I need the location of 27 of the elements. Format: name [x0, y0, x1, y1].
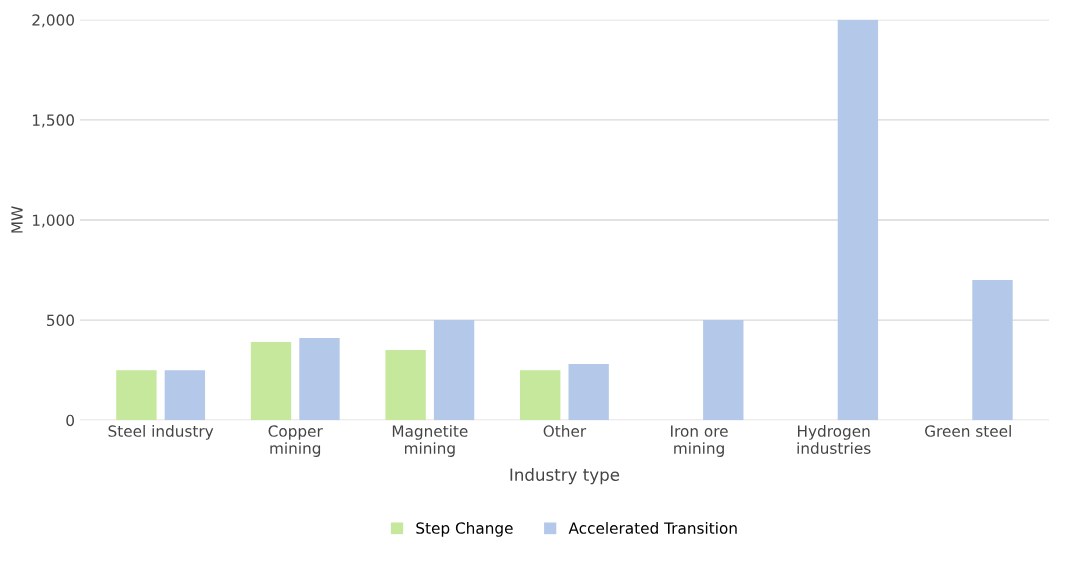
x-tick-label: Steel industry — [108, 425, 214, 440]
bar — [837, 19, 879, 421]
x-tick-label: Hydrogen industries — [797, 425, 871, 454]
bar — [433, 320, 475, 421]
y-tick-label: 1,000 — [32, 214, 74, 228]
x-tick-label: Other — [543, 425, 587, 437]
bar — [972, 280, 1013, 421]
x-tick-label: Magnetite mining — [392, 425, 468, 457]
x-axis-title: Industry type — [510, 468, 620, 485]
bar — [568, 364, 609, 421]
bar — [520, 370, 561, 421]
bar — [250, 342, 292, 421]
y-axis-title: MW — [11, 206, 23, 233]
y-tick-label: 2,000 — [32, 14, 74, 28]
y-tick-label: 500 — [47, 314, 74, 327]
bar — [703, 320, 744, 421]
bar — [385, 350, 426, 421]
legend-label: Accelerated Transition — [568, 522, 737, 534]
legend-label: Step Change — [416, 522, 513, 537]
x-tick-label: Copper mining — [268, 425, 323, 457]
bar — [164, 370, 206, 421]
y-tick-label: 0 — [66, 414, 74, 427]
bar — [116, 370, 157, 421]
bar — [299, 338, 340, 421]
x-tick-label: Iron ore mining — [671, 425, 728, 457]
y-tick-label: 1,500 — [32, 114, 74, 128]
x-tick-label: Green steel — [925, 425, 1011, 437]
